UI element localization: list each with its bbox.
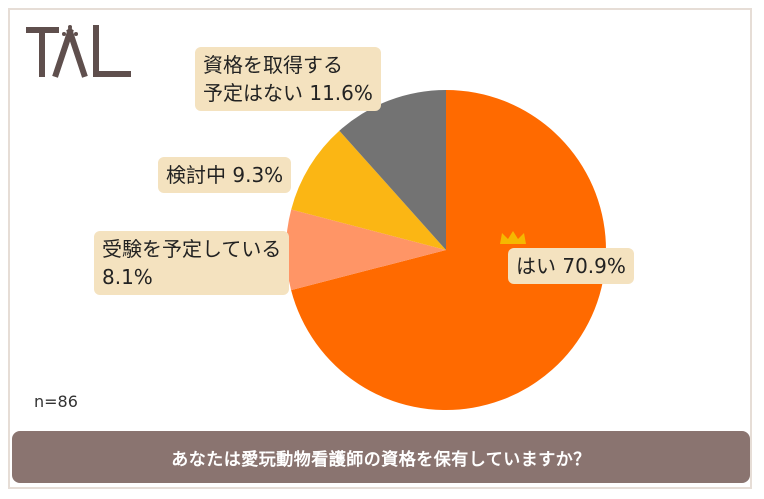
pie-label-no-plan: 資格を取得する 予定はない 11.6% [195, 47, 381, 111]
pie-slice-yes [291, 90, 607, 410]
pie-label-yes: はい 70.9% [508, 248, 634, 284]
pie-label-planning-exam-line2: 8.1% [102, 265, 153, 289]
pie-slice-no-plan [339, 90, 446, 250]
pie-slice-planning-exam [286, 209, 446, 291]
crown-icon [500, 231, 526, 244]
pie-label-no-plan-line2: 予定はない 11.6% [203, 81, 373, 105]
pie-label-planning-exam-line1: 受験を予定している [102, 237, 282, 261]
question-title: あなたは愛玩動物看護師の資格を保有していますか？ [12, 431, 750, 483]
pie-label-planning-exam: 受験を予定している 8.1% [94, 231, 290, 295]
tal-logo-icon [26, 25, 131, 78]
pie-label-no-plan-line1: 資格を取得する [203, 53, 343, 77]
sample-size: n=86 [34, 392, 78, 411]
pie-slice-considering [291, 130, 446, 250]
pie-label-considering-text: 検討中 9.3% [166, 163, 284, 187]
pie-label-yes-text: はい 70.9% [516, 254, 626, 278]
pie-label-considering: 検討中 9.3% [158, 157, 292, 193]
